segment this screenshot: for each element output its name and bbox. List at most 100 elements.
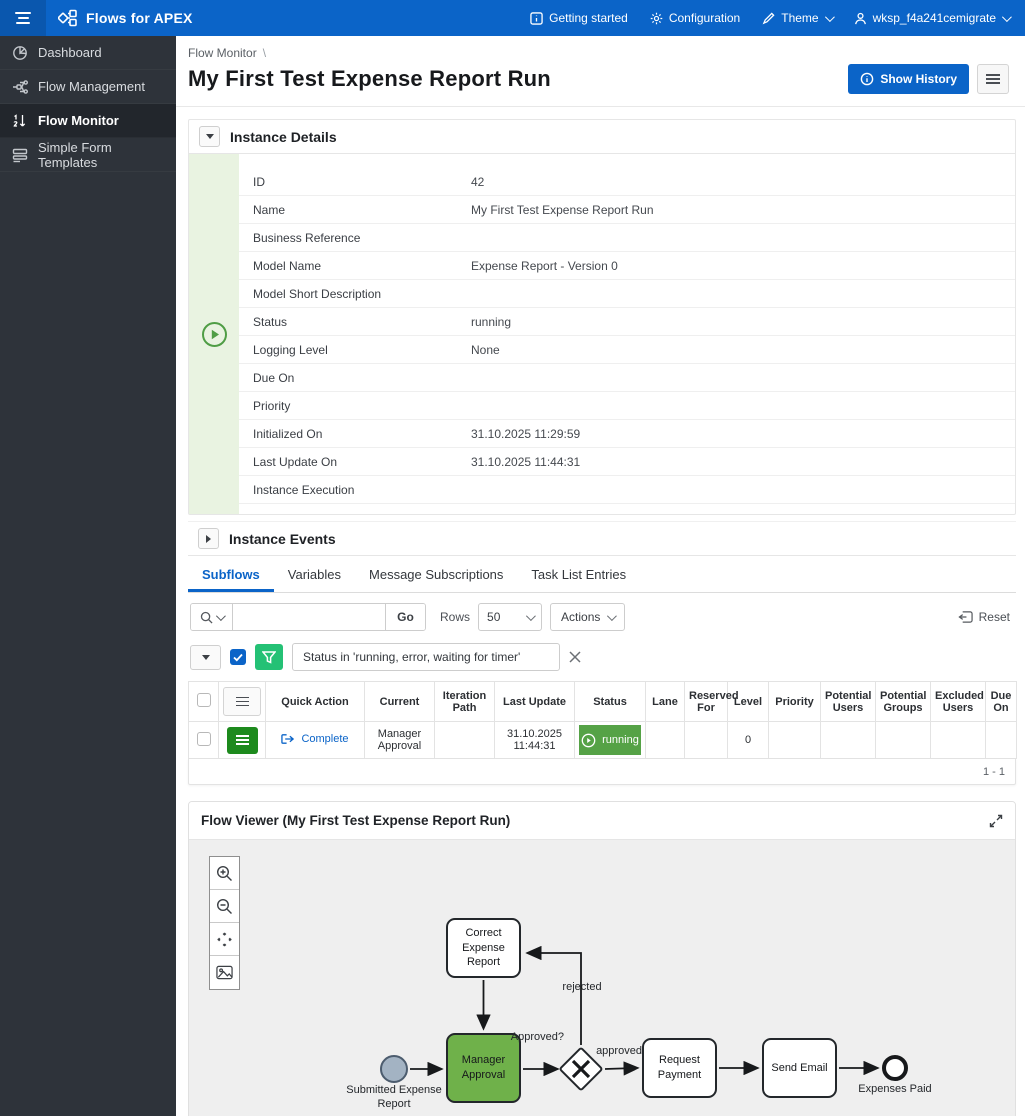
instance-status-strip xyxy=(189,154,239,514)
col-last-update[interactable]: Last Update xyxy=(494,681,575,722)
pagination-range: 1 - 1 xyxy=(982,765,1005,778)
tab-variables[interactable]: Variables xyxy=(287,567,342,582)
menu-icon xyxy=(986,74,1000,84)
col-iteration-path[interactable]: Iteration Path xyxy=(434,681,495,722)
filter-enabled-checkbox[interactable] xyxy=(230,649,246,665)
sidebar: Dashboard Flow Management Flow Monitor S… xyxy=(0,36,176,1116)
select-all-checkbox[interactable] xyxy=(196,693,211,707)
user-icon xyxy=(854,12,866,24)
nav-menu-icon[interactable] xyxy=(0,0,46,36)
sidebar-item-dashboard[interactable]: Dashboard xyxy=(0,36,176,70)
col-due-on[interactable]: Due On xyxy=(985,681,1017,722)
row-actions-button[interactable] xyxy=(226,726,258,754)
zoom-out-button[interactable] xyxy=(210,890,239,923)
bpmn-canvas[interactable]: Submitted Expense Report Correct Expense… xyxy=(189,839,1015,1116)
fit-screen-icon xyxy=(217,932,232,946)
column-menu-button[interactable] xyxy=(223,687,261,716)
gear-icon xyxy=(650,12,663,24)
bpmn-task-correct-expense-report[interactable]: Correct Expense Report xyxy=(446,918,521,978)
bpmn-edge-approved-label: approved xyxy=(596,1045,642,1057)
chevron-down-icon xyxy=(1001,11,1012,22)
cell-level: 0 xyxy=(727,721,769,759)
search-input[interactable] xyxy=(233,604,385,630)
expand-viewer-button[interactable] xyxy=(989,814,1003,828)
bpmn-end-label: Expenses Paid xyxy=(858,1083,932,1095)
cell-due-on xyxy=(985,721,1017,759)
bpmn-task-manager-approval[interactable]: Manager Approval xyxy=(446,1033,521,1103)
cell-iteration-path xyxy=(434,721,495,759)
export-image-button[interactable] xyxy=(210,956,239,989)
cell-last-update: 31.10.2025 11:44:31 xyxy=(494,721,575,759)
diagram-zoom-toolbar xyxy=(209,856,240,990)
filter-funnel-button[interactable] xyxy=(255,644,283,670)
col-lane[interactable]: Lane xyxy=(645,681,685,722)
bpmn-task-request-payment[interactable]: Request Payment xyxy=(642,1038,717,1098)
filter-condition[interactable]: Status in 'running, error, waiting for t… xyxy=(292,643,560,671)
table-header-row: Quick Action Current Iteration Path Last… xyxy=(188,681,1017,722)
field-row-status: Status running xyxy=(239,308,1015,336)
col-current[interactable]: Current xyxy=(364,681,435,722)
show-history-button[interactable]: Show History xyxy=(848,64,969,94)
zoom-in-button[interactable] xyxy=(210,857,239,890)
page-menu-button[interactable] xyxy=(977,64,1009,94)
rows-select[interactable]: 50 xyxy=(478,603,543,631)
remove-filter-button[interactable] xyxy=(569,651,581,663)
collapse-filters-button[interactable] xyxy=(190,644,221,670)
instance-details-region: Instance Details ID 42 Name My First Test … xyxy=(188,119,1016,515)
bpmn-task-send-email[interactable]: Send Email xyxy=(762,1038,837,1098)
cell-lane xyxy=(645,721,685,759)
subflows-table: Quick Action Current Iteration Path Last… xyxy=(188,681,1017,759)
zoom-fit-button[interactable] xyxy=(210,923,239,956)
row-checkbox[interactable] xyxy=(196,731,211,746)
tab-subflows[interactable]: Subflows xyxy=(188,558,274,592)
configuration-link[interactable]: Configuration xyxy=(650,11,740,25)
field-row-initialized-on: Initialized On 31.10.2025 11:29:59 xyxy=(239,420,1015,448)
cell-potential-groups xyxy=(875,721,931,759)
tab-task-list-entries[interactable]: Task List Entries xyxy=(531,567,627,582)
flow-monitor-icon xyxy=(13,113,26,127)
col-level[interactable]: Level xyxy=(727,681,769,722)
getting-started-link[interactable]: Getting started xyxy=(530,11,628,25)
page-title: My First Test Expense Report Run xyxy=(188,66,551,91)
field-row-name: Name My First Test Expense Report Run xyxy=(239,196,1015,224)
col-status[interactable]: Status xyxy=(574,681,646,722)
go-button[interactable]: Go xyxy=(385,604,425,630)
collapse-instance-details-button[interactable] xyxy=(199,126,220,147)
actions-menu-button[interactable]: Actions xyxy=(550,603,626,631)
expand-icon xyxy=(989,814,1003,827)
funnel-icon xyxy=(262,650,276,664)
sidebar-item-flow-management[interactable]: Flow Management xyxy=(0,70,176,104)
cell-current: Manager Approval xyxy=(364,721,435,759)
close-icon xyxy=(569,651,581,663)
bpmn-edge-rejected-label: rejected xyxy=(562,981,602,993)
breadcrumb[interactable]: Flow Monitor \ xyxy=(188,46,267,60)
cell-reserved-for xyxy=(684,721,728,759)
user-menu[interactable]: wksp_f4a241cemigrate xyxy=(854,11,1012,25)
expand-instance-events-button[interactable] xyxy=(198,528,219,549)
complete-action-link[interactable]: Complete xyxy=(281,733,349,745)
search-icon xyxy=(200,611,213,624)
tab-message-subscriptions[interactable]: Message Subscriptions xyxy=(369,567,504,582)
search-options-button[interactable] xyxy=(191,604,233,630)
reset-button[interactable]: Reset xyxy=(957,610,1014,624)
sidebar-item-simple-form-templates[interactable]: Simple Form Templates xyxy=(0,138,176,172)
theme-menu[interactable]: Theme xyxy=(762,11,835,25)
col-priority[interactable]: Priority xyxy=(768,681,821,722)
field-row-priority: Priority xyxy=(239,392,1015,420)
col-quick-action[interactable]: Quick Action xyxy=(265,681,365,722)
field-row-logging-level: Logging Level None xyxy=(239,336,1015,364)
cell-status: running xyxy=(574,721,646,759)
top-nav: Getting started Configuration Theme wksp… xyxy=(530,11,1025,25)
col-potential-users[interactable]: Potential Users xyxy=(820,681,876,722)
col-reserved-for[interactable]: Reserved For xyxy=(684,681,739,722)
rows-label: Rows xyxy=(440,610,471,624)
cell-potential-users xyxy=(820,721,876,759)
col-excluded-users[interactable]: Excluded Users xyxy=(930,681,986,722)
col-potential-groups[interactable]: Potential Groups xyxy=(875,681,931,722)
sidebar-item-flow-monitor[interactable]: Flow Monitor xyxy=(0,104,176,138)
bpmn-end-event[interactable] xyxy=(882,1055,908,1081)
bpmn-start-event[interactable] xyxy=(380,1055,408,1083)
page-header: Flow Monitor \ My First Test Expense Repo… xyxy=(176,36,1025,107)
check-icon xyxy=(233,653,243,661)
detail-tabs: Subflows Variables Message Subscriptions… xyxy=(188,558,1016,593)
